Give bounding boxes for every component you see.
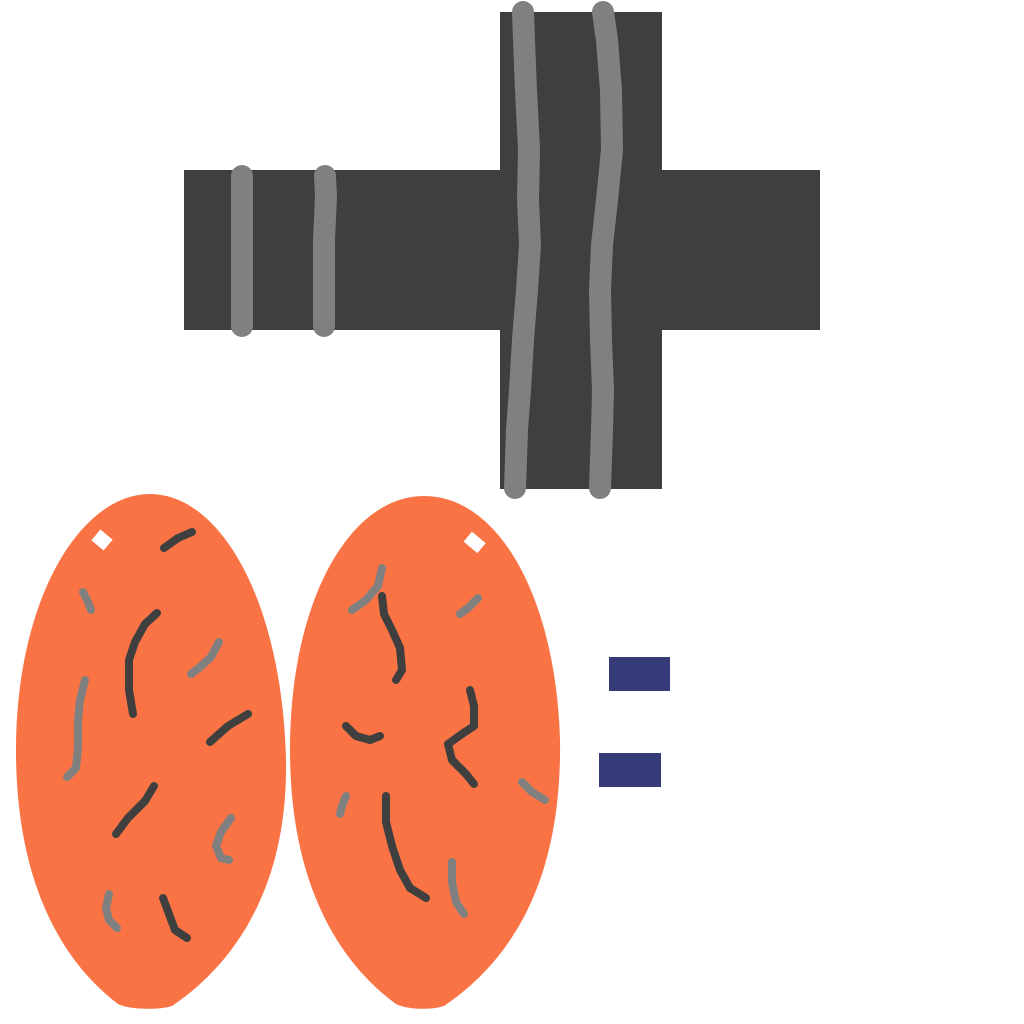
left-oval-veins-dark <box>112 528 252 942</box>
stripe-vertical-2 <box>588 1 624 499</box>
left-oval-veins-light <box>63 588 235 932</box>
cross-shape <box>184 1 820 499</box>
equals-top-bar <box>609 657 670 691</box>
right-vein-d3 <box>342 722 384 744</box>
right-vein-l4 <box>336 792 350 818</box>
stripe-vertical-1 <box>504 1 542 499</box>
left-vein-d4 <box>112 782 158 838</box>
right-vein-d1 <box>378 592 406 684</box>
left-vein-l2 <box>187 638 223 678</box>
left-vein-d3 <box>206 710 252 746</box>
stripe-left-2 <box>313 165 338 337</box>
right-vein-l5 <box>448 858 468 918</box>
left-vein-l5 <box>102 890 121 932</box>
right-oval-veins-dark <box>342 592 478 902</box>
right-vein-d4 <box>382 792 430 902</box>
left-vein-l3 <box>63 676 89 781</box>
right-vein-l3 <box>518 778 549 804</box>
right-vein-l1 <box>348 564 386 614</box>
right-oval <box>290 496 561 1009</box>
equals-sign <box>599 657 670 787</box>
equals-bottom-bar <box>599 753 661 787</box>
right-vein-d2 <box>444 686 478 788</box>
left-vein-d5 <box>159 894 191 942</box>
left-vein-l1 <box>79 588 95 614</box>
left-oval-body <box>16 494 287 1009</box>
right-oval-veins-light <box>336 564 549 918</box>
right-oval-highlight <box>463 531 486 554</box>
right-oval-body <box>290 496 561 1009</box>
left-oval <box>16 494 287 1009</box>
cross-stripes <box>231 1 624 499</box>
left-vein-d2 <box>125 609 161 718</box>
left-vein-l4 <box>212 814 235 864</box>
left-oval-highlight <box>91 529 113 551</box>
right-vein-l2 <box>456 594 482 618</box>
left-vein-d1 <box>160 528 196 552</box>
